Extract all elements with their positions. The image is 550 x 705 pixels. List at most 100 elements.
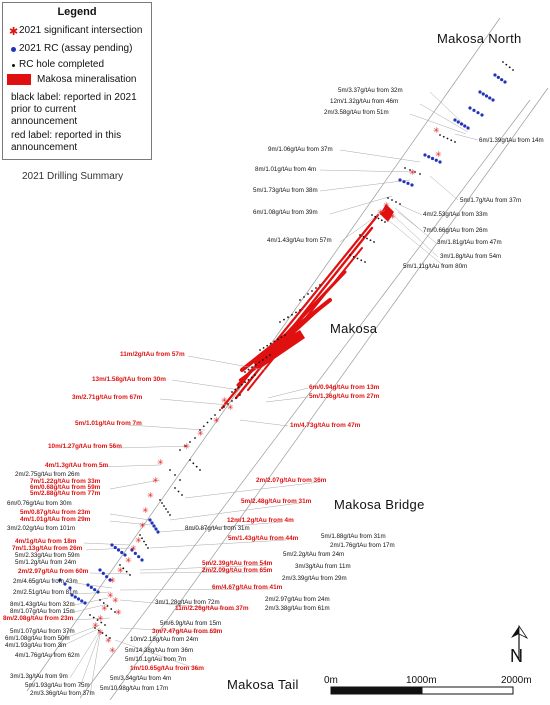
mineralisation-lens — [252, 330, 305, 370]
new-intersection-label: 5m/1.01g/tAu from 7m — [75, 420, 142, 427]
significant-intersection-star: ✳ — [221, 396, 228, 405]
rc-completed-hole — [184, 445, 186, 447]
new-intersection-label: 6m/0.68g/tAu from 59m — [30, 484, 101, 491]
leader-line — [139, 571, 271, 574]
rc-completed-hole — [384, 221, 386, 223]
new-intersection-label: 5m/1.43g/tAu from 44m — [228, 535, 299, 542]
rc-completed-hole — [179, 449, 181, 451]
new-intersection-label: 1m/4.73g/tAu from 47m — [290, 422, 361, 429]
rc-pending-hole — [427, 155, 431, 159]
significant-intersection-star: ✳ — [433, 126, 440, 135]
rc-completed-hole — [199, 429, 201, 431]
significant-intersection-star: ✳ — [139, 521, 146, 530]
rc-completed-hole — [269, 342, 272, 345]
leader-line — [109, 520, 151, 526]
leader-line — [149, 539, 287, 549]
rc-completed-hole — [244, 371, 246, 373]
rc-completed-hole — [99, 599, 101, 601]
new-intersection-label: 3m/2.71g/tAu from 67m — [72, 394, 143, 401]
leader-line — [85, 547, 131, 551]
leader-line — [95, 464, 161, 468]
new-intersection-label: 5m/1.36g/tAu from 27m — [309, 393, 380, 400]
rc-pending-hole — [70, 593, 74, 597]
leader-line — [117, 445, 191, 449]
rc-completed-hole — [299, 309, 301, 311]
rc-completed-hole — [231, 400, 233, 402]
legend-box: Legend ✱ 2021 significant intersection 2… — [2, 2, 152, 160]
rc-completed-hole — [161, 502, 163, 504]
rc-completed-hole — [295, 311, 297, 314]
rc-pending-hole — [73, 595, 77, 599]
intersection-label: 8m/1.43g/tAu from 32m — [10, 601, 75, 608]
rc-completed-hole — [291, 313, 293, 316]
area-label-tail: Makosa Tail — [227, 677, 299, 692]
mineralisation-lens — [380, 204, 394, 222]
rc-completed-hole — [169, 469, 171, 471]
significant-intersection-star: ✳ — [183, 442, 190, 451]
leader-line — [74, 591, 111, 595]
new-intersection-label: 5m/2.48g/tAu from 31m — [241, 498, 312, 505]
significant-intersection-star: ✳ — [97, 628, 104, 637]
rc-pending-hole — [63, 582, 67, 586]
leader-line — [71, 617, 111, 621]
rc-completed-hole — [94, 627, 96, 629]
rc-completed-hole — [395, 201, 397, 203]
new-intersection-label: 7m/1.13g/tAu from 26m — [12, 545, 83, 552]
rc-pending-hole — [398, 178, 402, 182]
north-arrow-head-icon — [511, 626, 519, 638]
rc-pending-hole — [58, 578, 62, 582]
rc-completed-hole — [512, 69, 514, 71]
rc-completed-hole — [159, 499, 161, 501]
significant-intersection-star: ✳ — [377, 208, 384, 217]
significant-intersection-star: ✳ — [157, 458, 164, 467]
intersection-label: 5m/10.98g/tAu from 17m — [100, 685, 168, 692]
rc-pending-hole — [468, 106, 472, 110]
label-leader-lines — [59, 91, 479, 696]
leader-line — [109, 513, 151, 521]
rc-completed-hole — [371, 214, 373, 216]
rc-completed-hole — [454, 141, 456, 143]
leader-line — [74, 582, 113, 589]
intersection-label: 5m/1.11g/tAu from 80m — [403, 263, 467, 270]
rc-completed-hole — [315, 287, 317, 289]
intersection-label: 5m/1.07g/tAu from 37m — [10, 628, 75, 635]
leader-line — [391, 213, 439, 258]
rc-completed-hole — [189, 441, 191, 443]
rc-completed-hole — [179, 479, 181, 481]
intersection-label: 5m/6.9g/tAu from 15m — [160, 620, 221, 627]
rc-pending-hole — [402, 180, 406, 184]
rc-completed-hole — [391, 199, 393, 201]
new-intersection-label: 11m/2.26g/tAu from 37m — [175, 605, 249, 612]
significant-intersection-star: ✳ — [389, 212, 396, 221]
rc-completed-hole — [181, 494, 183, 496]
new-intersection-label: 4m/1.3g/tAu from 5m — [45, 462, 109, 469]
intersection-label: 5m/2.2g/tAu from 24m — [283, 551, 344, 558]
rc-completed-hole — [145, 543, 147, 546]
rc-completed-hole — [240, 383, 243, 386]
rc-completed-hole — [439, 134, 441, 136]
rc-pending-hole — [410, 183, 414, 187]
intersection-label: 4m/1.76g/tAu from 62m — [15, 652, 80, 659]
intersection-label: 5m/10.1g/tAu from 7m — [125, 656, 186, 663]
significant-intersection-star: ✳ — [142, 506, 149, 515]
rc-completed-hole — [409, 169, 411, 171]
intersection-label: 8m/1.07g/tAu from 15m — [10, 608, 75, 615]
corridor-line — [79, 99, 531, 699]
rc-completed-hole — [303, 296, 305, 298]
scale-label-0: 0m — [324, 675, 338, 686]
rc-completed-hole — [102, 602, 105, 604]
intersection-label: 5m/1.7g/tAu from 37m — [460, 197, 521, 204]
rc-completed-hole — [89, 614, 91, 616]
significant-intersection-star: ✳ — [125, 556, 132, 565]
intersection-label: 4m/1.43g/tAu from 57m — [267, 237, 332, 244]
new-intersection-label: 7m/1.22g/tAu from 33m — [30, 478, 101, 485]
leader-line — [159, 398, 229, 406]
intersection-label: 2m/2.97g/tAu from 24m — [265, 596, 330, 603]
rc-pending-hole — [86, 583, 90, 587]
leader-line — [394, 207, 437, 244]
legend-note-black: black label: reported in 2021 prior to c… — [11, 92, 137, 127]
rc-pending-hole — [484, 94, 489, 98]
intersection-label: 5m/3.34g/tAu from 4m — [110, 675, 171, 682]
rc-completed-hole — [202, 425, 205, 428]
rc-completed-hole — [311, 290, 313, 292]
